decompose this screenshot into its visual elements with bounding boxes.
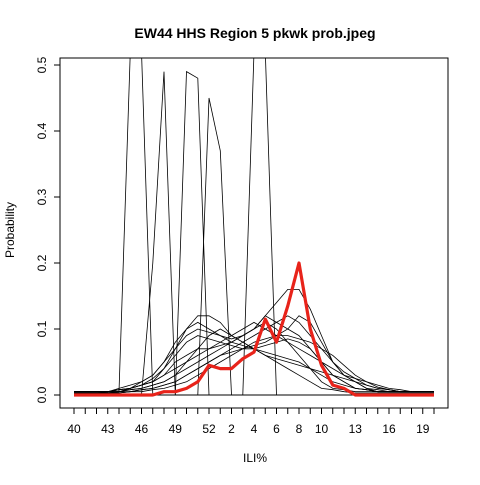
series-line-11: [74, 335, 434, 393]
plot-frame: [59, 57, 449, 409]
highlight-series-line: [74, 261, 434, 397]
x-tick-label: 2: [228, 422, 235, 436]
chart-title: EW44 HHS Region 5 pkwk prob.jpeg: [134, 25, 375, 41]
series-line-10: [74, 321, 434, 393]
x-tick-label: 19: [416, 422, 430, 436]
series-line-9: [74, 288, 434, 394]
x-tick-label: 4: [251, 422, 258, 436]
x-tick-label: 16: [382, 422, 396, 436]
x-tick-label: 8: [296, 422, 303, 436]
axes: 40 43 46 49 52 2 4 6 8 10 13 16 190.00.10.20.30.40.5: [35, 56, 449, 436]
series-line-15: [74, 328, 434, 393]
series-line-5: [74, 58, 434, 396]
y-tick-label: 0.1: [35, 320, 49, 337]
y-tick-label: 0.3: [35, 188, 49, 205]
series-line-1: [74, 58, 434, 396]
x-tick-label: 43: [101, 422, 115, 436]
y-tick-label: 0.0: [35, 386, 49, 403]
plot-area: [74, 58, 434, 397]
series-line-12: [74, 315, 434, 394]
x-tick-label: 10: [315, 422, 329, 436]
series-line-16: [74, 335, 434, 394]
x-tick-label: 52: [202, 422, 216, 436]
x-axis-label: ILI%: [243, 451, 267, 465]
y-axis-label: Probability: [3, 202, 17, 258]
x-tick-label: 6: [273, 422, 280, 436]
series-line-14: [74, 315, 434, 394]
series-line-7: [74, 321, 434, 393]
y-tick-label: 0.2: [35, 254, 49, 271]
y-tick-label: 0.4: [35, 122, 49, 139]
x-tick-label: 13: [349, 422, 363, 436]
y-tick-label: 0.5: [35, 56, 49, 73]
x-tick-label: 49: [169, 422, 183, 436]
x-tick-label: 40: [67, 422, 81, 436]
series-line-13: [74, 321, 434, 393]
series-line-6: [74, 315, 434, 394]
x-tick-label: 46: [135, 422, 149, 436]
